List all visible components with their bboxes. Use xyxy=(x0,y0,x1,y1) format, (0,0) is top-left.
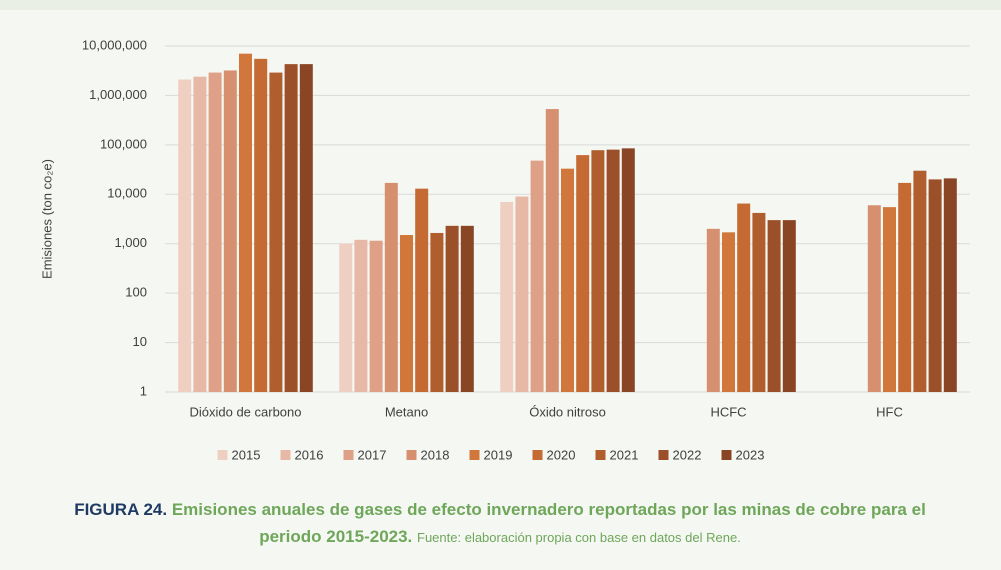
legend-label: 2021 xyxy=(610,447,639,462)
bar xyxy=(782,220,796,392)
bar xyxy=(384,182,398,392)
bar xyxy=(545,109,559,392)
legend-swatch xyxy=(280,450,291,460)
y-tick-label: 1,000,000 xyxy=(89,87,147,102)
legend-label: 2019 xyxy=(484,447,513,462)
x-tick-label: Metano xyxy=(385,404,428,419)
bar xyxy=(400,235,413,392)
bar xyxy=(354,239,368,392)
bar xyxy=(299,64,313,393)
x-tick-label: HFC xyxy=(876,404,903,419)
bar xyxy=(460,225,474,392)
y-tick-label: 1 xyxy=(140,383,147,398)
legend-swatch xyxy=(469,450,480,460)
x-tick-label: HCFC xyxy=(710,404,746,419)
bar xyxy=(706,228,720,392)
bar xyxy=(898,182,912,392)
bar xyxy=(752,212,766,392)
legend-swatch xyxy=(658,450,669,460)
legend-label: 2022 xyxy=(673,447,702,462)
bar xyxy=(883,207,896,392)
bar xyxy=(591,150,605,392)
legend-label: 2017 xyxy=(358,447,387,462)
bar xyxy=(284,64,298,393)
bar xyxy=(369,240,383,392)
legend-swatch xyxy=(343,450,354,460)
caption-title: Emisiones anuales de gases de efecto inv… xyxy=(171,500,926,546)
bar xyxy=(576,155,590,392)
legend-label: 2018 xyxy=(421,447,450,462)
chart: Emisiones (ton co₂e) 1 10 100 1,000 10,000 10… xyxy=(0,0,1001,462)
bar xyxy=(561,168,574,392)
bar xyxy=(445,225,459,392)
y-tick-label: 1,000 xyxy=(114,235,147,250)
bar xyxy=(515,196,529,392)
bar xyxy=(500,201,514,392)
bar xyxy=(913,170,927,392)
y-tick-label: 10 xyxy=(133,334,147,349)
x-tick-label: Óxido nitroso xyxy=(529,404,606,419)
bar xyxy=(767,220,781,392)
bar xyxy=(722,232,735,392)
legend-swatch xyxy=(595,450,606,460)
bar xyxy=(943,178,957,392)
bar xyxy=(269,72,283,392)
bar xyxy=(928,179,942,392)
top-band xyxy=(0,0,1001,10)
legend-label: 2020 xyxy=(547,447,576,462)
legend-swatch xyxy=(532,450,543,460)
x-tick-label: Dióxido de carbono xyxy=(189,404,301,419)
bar xyxy=(737,203,751,392)
y-axis-label: Emisiones (ton co₂e) xyxy=(39,159,54,279)
bar xyxy=(223,70,237,393)
bar xyxy=(621,148,635,392)
legend-label: 2016 xyxy=(295,447,324,462)
legend-swatch xyxy=(217,450,228,460)
y-tick-label: 100,000 xyxy=(100,136,147,151)
bar xyxy=(239,53,252,392)
y-tick-label: 10,000,000 xyxy=(82,37,147,52)
legend-swatch xyxy=(721,450,732,460)
bar xyxy=(867,205,881,392)
bar xyxy=(530,160,544,392)
bar xyxy=(415,188,429,392)
bar xyxy=(208,72,222,392)
bar xyxy=(606,149,620,392)
bar xyxy=(430,232,444,392)
caption-label: FIGURA 24. xyxy=(74,500,168,519)
bar xyxy=(178,79,192,392)
bar xyxy=(339,243,353,392)
bar xyxy=(254,58,268,393)
legend-swatch xyxy=(406,450,417,460)
caption: FIGURA 24. Emisiones anuales de gases de… xyxy=(60,496,940,551)
legend-label: 2023 xyxy=(736,447,765,462)
caption-source: Fuente: elaboración propia con base en d… xyxy=(417,530,741,545)
y-tick-label: 10,000 xyxy=(107,186,147,201)
y-tick-label: 100 xyxy=(125,285,147,300)
legend-label: 2015 xyxy=(232,447,261,462)
bar xyxy=(193,76,207,393)
